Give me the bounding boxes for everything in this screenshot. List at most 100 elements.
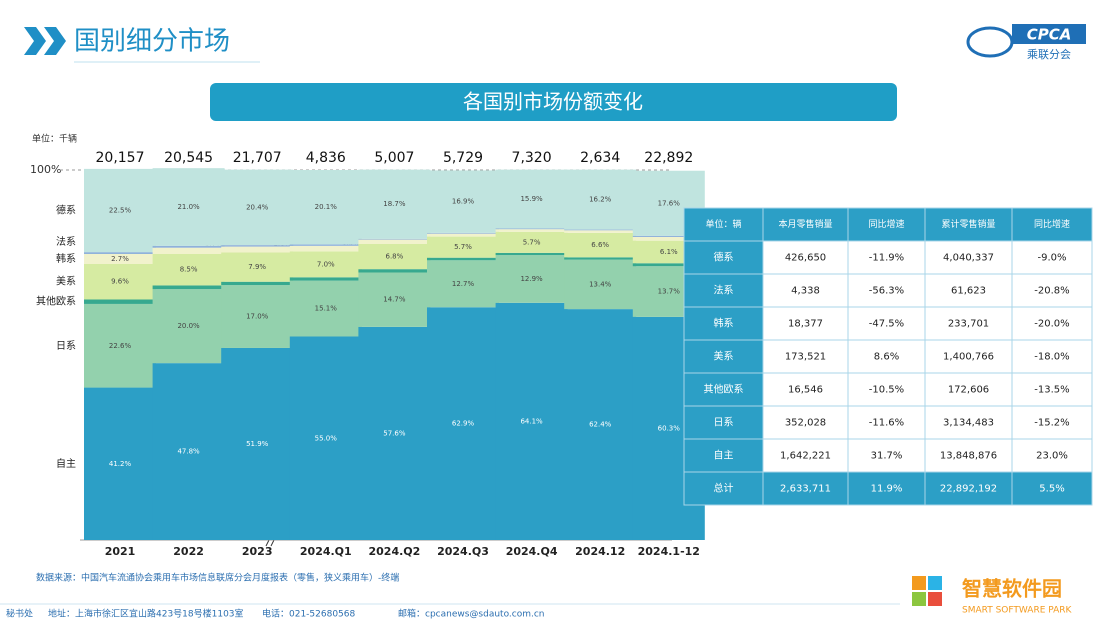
table-cell	[847, 372, 926, 407]
bar-segment	[221, 347, 294, 540]
table-cell	[847, 339, 926, 374]
footer-text: 邮箱：cpcanews@sdauto.com.cn	[398, 608, 545, 620]
logo-text: CPCA	[1027, 26, 1072, 44]
table-cell	[762, 273, 849, 308]
table-text: -56.3%	[869, 286, 904, 297]
table-header: 同比增速	[1034, 218, 1070, 230]
bar-segment	[152, 289, 225, 364]
table-text: 自主	[714, 449, 734, 462]
table-cell	[924, 471, 1013, 506]
table-cell	[762, 306, 849, 341]
series-name: 德系	[56, 204, 76, 217]
bar-segment	[564, 309, 637, 540]
table-cell	[847, 438, 926, 473]
watermark-icon	[912, 576, 926, 590]
total-label: 20,545	[164, 150, 213, 166]
bar-segment	[289, 170, 362, 245]
table-cell	[847, 273, 926, 308]
logo-box	[1012, 24, 1086, 44]
value-label: 16.9%	[452, 198, 475, 206]
value-label: 62.4%	[589, 421, 612, 429]
x-tick-label: 2022	[173, 545, 204, 558]
value-label: 5.7%	[454, 243, 472, 251]
table-cell	[683, 339, 764, 374]
bar-segment	[84, 168, 156, 253]
bar-segment	[564, 169, 637, 230]
x-tick-label: 2021	[105, 545, 136, 558]
total-label: 5,729	[443, 150, 483, 166]
value-label: 22.6%	[109, 342, 132, 350]
table-header: 本月零售销量	[778, 218, 832, 230]
table-cell	[847, 207, 926, 242]
table-text: -18.0%	[1034, 352, 1069, 363]
table-text: 总计	[714, 482, 734, 495]
page-title: 国别细分市场	[74, 27, 230, 57]
value-label: 55.0%	[315, 434, 338, 442]
logo-sub: 乘联分会	[1027, 48, 1071, 61]
bar-segment	[427, 260, 499, 308]
bar-segment	[152, 168, 225, 246]
total-label: 4,836	[306, 150, 346, 166]
value-label: 5.7%	[523, 238, 541, 246]
series-name: 日系	[56, 340, 76, 352]
total-label: 22,892	[644, 150, 693, 166]
table-text: 172,606	[948, 385, 989, 396]
table-text: 其他欧系	[704, 383, 744, 396]
bar-segment	[221, 245, 294, 247]
bar-segment	[358, 239, 431, 244]
x-tick-label: 2024.12	[575, 545, 625, 558]
stacked-bar-chart: 100%41.2%22.6%1.2%9.6%2.7%0.5%22.5%20212…	[30, 150, 705, 558]
value-label: 16.2%	[589, 196, 612, 204]
table-text: 23.0%	[1036, 451, 1068, 462]
value-label: 6.1%	[660, 248, 678, 256]
bar-segment	[152, 363, 225, 540]
value-label: 12.9%	[520, 275, 543, 283]
x-tick-label: 2024.Q1	[300, 545, 352, 558]
bar-segment	[495, 229, 568, 232]
value-label: 6.6%	[591, 241, 609, 249]
unit-label: 单位：千辆	[32, 133, 77, 145]
table-text: 韩系	[714, 317, 734, 330]
series-name: 法系	[56, 235, 76, 248]
table-text: 4,338	[791, 286, 820, 297]
bar-segment	[221, 252, 294, 282]
table-text: 233,701	[948, 319, 989, 330]
bar-segment	[495, 302, 568, 540]
table-text: 1,642,221	[780, 451, 831, 462]
bar-segment	[152, 245, 225, 248]
table-cell	[683, 471, 764, 506]
value-label: 20.4%	[246, 203, 269, 211]
table-text: 3,134,483	[943, 418, 994, 429]
table-text: 法系	[714, 284, 734, 297]
bar-segment	[84, 252, 156, 254]
footer: 秘书处 地址：上海市徐汇区宜山路423号18号楼1103室 电话：021-52680…	[6, 608, 545, 620]
table-cell	[1011, 372, 1093, 407]
source-note: 数据来源：中国汽车流通协会乘用车市场信息联席分会月度报表（零售，狭义乘用车）-终…	[36, 572, 399, 584]
table-cell	[762, 372, 849, 407]
table-text: 4,040,337	[943, 253, 994, 264]
bar-segment	[152, 247, 225, 254]
table-cell	[1011, 471, 1093, 506]
table-text: -11.9%	[869, 253, 904, 264]
bar-segment	[221, 281, 294, 286]
total-label: 5,007	[374, 150, 414, 166]
bar-segment	[564, 257, 637, 260]
bar-segment	[632, 235, 705, 237]
value-label: 6.8%	[386, 253, 404, 261]
bar-segment	[221, 246, 294, 253]
bar-segment	[495, 228, 568, 230]
bar-segment	[289, 277, 362, 281]
value-label: 13.7%	[658, 288, 681, 296]
table-text: 11.9%	[871, 484, 903, 495]
bar-segment	[221, 169, 294, 246]
value-label: 15.1%	[315, 305, 338, 313]
bar-segment	[564, 259, 637, 310]
value-label: 41.2%	[109, 460, 132, 468]
value-label: 47.8%	[177, 448, 200, 456]
value-label: 20.1%	[315, 203, 338, 211]
bar-segment	[152, 285, 225, 290]
bar-segment	[495, 169, 568, 229]
bar-segment	[221, 285, 294, 348]
table-text: -9.0%	[1037, 253, 1066, 264]
